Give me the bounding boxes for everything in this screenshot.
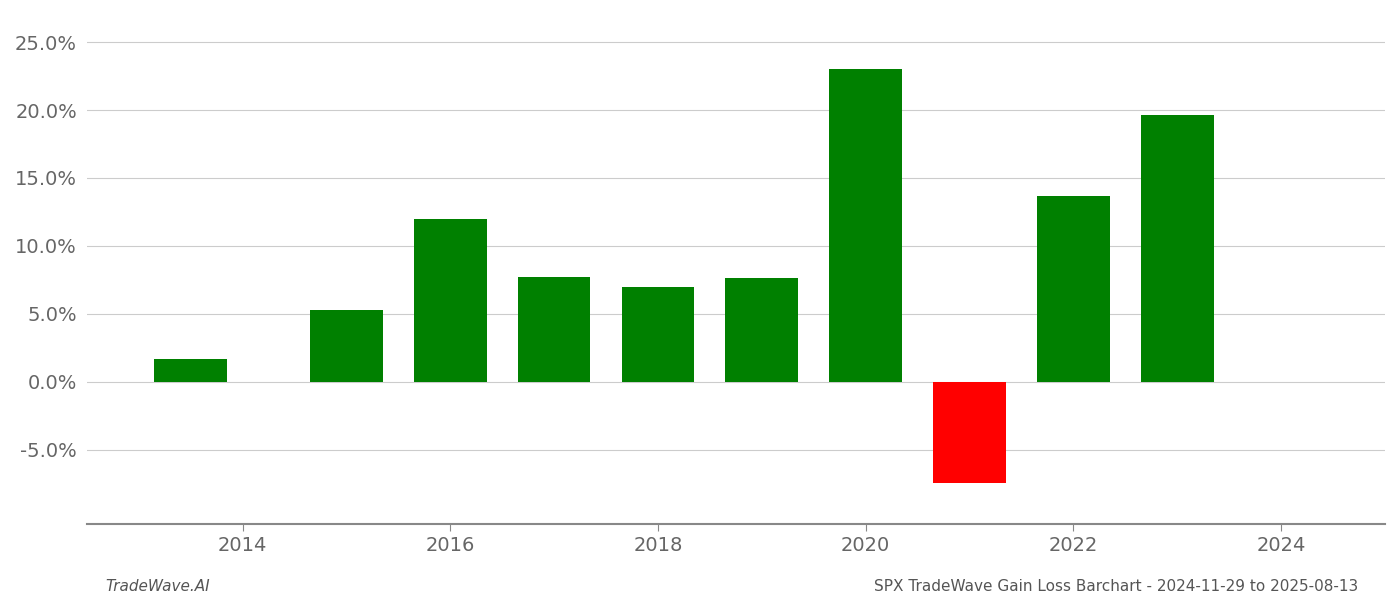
Bar: [309, 310, 382, 382]
Text: SPX TradeWave Gain Loss Barchart - 2024-11-29 to 2025-08-13: SPX TradeWave Gain Loss Barchart - 2024-…: [874, 579, 1358, 594]
Bar: [934, 382, 1007, 484]
Bar: [1037, 196, 1110, 382]
Bar: [154, 359, 227, 382]
Text: TradeWave.AI: TradeWave.AI: [105, 579, 210, 594]
Bar: [725, 278, 798, 382]
Bar: [1141, 115, 1214, 382]
Bar: [829, 70, 902, 382]
Bar: [622, 287, 694, 382]
Bar: [518, 277, 591, 382]
Bar: [414, 218, 487, 382]
